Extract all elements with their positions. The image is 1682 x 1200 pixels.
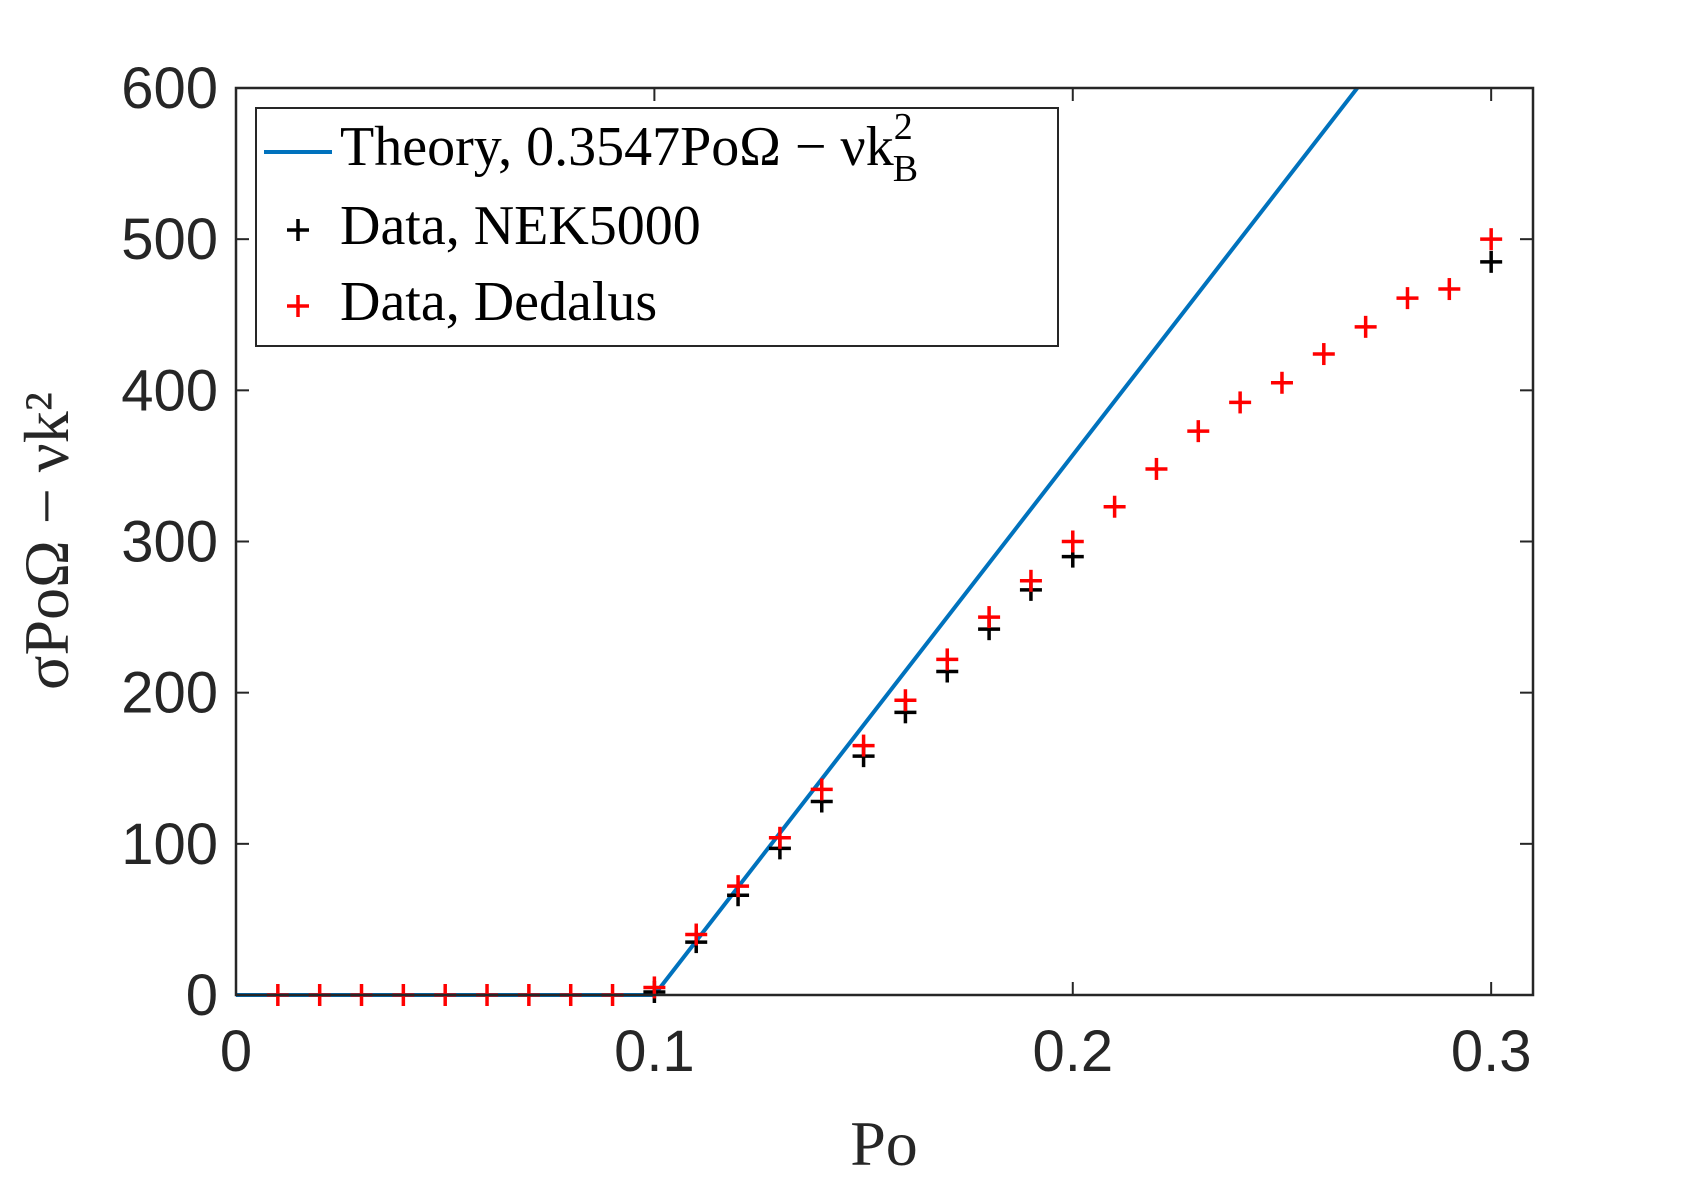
legend-dedalus-plus: [287, 295, 309, 317]
y-tick-label-1: 100: [121, 812, 218, 877]
dedalus-point-17: [978, 606, 1001, 629]
x-tick-label-1: 0.1: [614, 1019, 695, 1084]
dedalus-point-16: [936, 648, 959, 671]
dedalus-point-20: [1103, 495, 1126, 518]
dedalus-point-15: [894, 689, 917, 712]
y-tick-label-6: 600: [121, 56, 218, 121]
dedalus-point-19: [1061, 530, 1084, 553]
x-tick-label-3: 0.3: [1451, 1019, 1532, 1084]
dedalus-point-27: [1396, 287, 1419, 310]
y-axis-title: σPoΩ − νk²: [11, 392, 82, 690]
y-tick-label-5: 500: [121, 207, 218, 272]
y-tick-label-3: 300: [121, 510, 218, 575]
dedalus-point-23: [1229, 391, 1252, 414]
dedalus-point-18: [1019, 569, 1042, 592]
dedalus-point-11: [727, 875, 750, 898]
dedalus-point-25: [1312, 343, 1335, 366]
dedalus-point-26: [1354, 315, 1377, 338]
dedalus-point-21: [1145, 457, 1168, 480]
legend-box: [255, 107, 1059, 347]
dedalus-point-14: [852, 734, 875, 757]
dedalus-point-13: [810, 778, 833, 801]
legend-theory-sup: 2: [894, 106, 913, 148]
legend-dedalus-label: Data, Dedalus: [340, 271, 657, 333]
tick-labels: 0 0.1 0.2 0.3 0 100 200 300 400 500 600: [121, 56, 1531, 1084]
legend-nek5000-marker: [287, 219, 309, 241]
legend-theory-sub: B: [893, 148, 918, 190]
x-tick-label-2: 0.2: [1032, 1019, 1113, 1084]
x-axis-title: Po: [850, 1108, 918, 1179]
legend-dedalus-marker: [287, 295, 309, 317]
dedalus-point-24: [1270, 371, 1293, 394]
nek5000-point-11: [1480, 250, 1503, 273]
y-tick-label-2: 200: [121, 661, 218, 726]
y-tick-label-4: 400: [121, 358, 218, 423]
x-tick-label-0: 0: [220, 1019, 252, 1084]
axes-box: [234, 86, 1535, 997]
dedalus-point-29: [1480, 228, 1503, 251]
legend-theory-main: Theory, 0.3547PoΩ − νk: [340, 116, 894, 178]
dedalus-point-12: [768, 826, 791, 849]
dedalus-point-10: [685, 923, 708, 946]
legend: Theory, 0.3547PoΩ − νk2 B Data, NEK5000 D…: [255, 106, 1059, 347]
dedalus-point-22: [1187, 420, 1210, 443]
y-tick-label-0: 0: [186, 963, 218, 1028]
legend-nek5000-label: Data, NEK5000: [340, 195, 701, 257]
dedalus-point-28: [1438, 278, 1461, 301]
legend-theory-label: Theory, 0.3547PoΩ − νk2 B: [340, 106, 918, 190]
legend-nek5000-plus: [287, 219, 309, 241]
